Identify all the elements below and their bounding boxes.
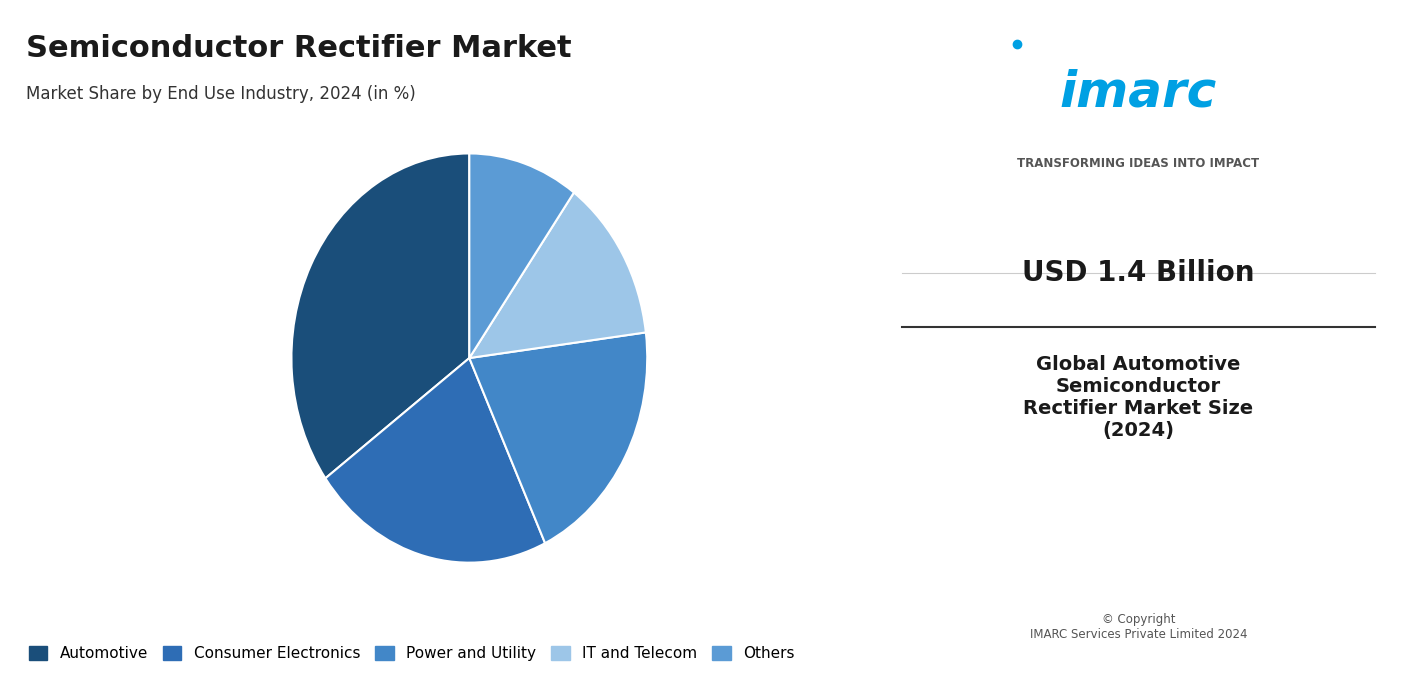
Text: TRANSFORMING IDEAS INTO IMPACT: TRANSFORMING IDEAS INTO IMPACT xyxy=(1017,157,1259,170)
Text: imarc: imarc xyxy=(1059,68,1217,116)
Legend: Automotive, Consumer Electronics, Power and Utility, IT and Telecom, Others: Automotive, Consumer Electronics, Power … xyxy=(22,640,800,668)
Text: Market Share by End Use Industry, 2024 (in %): Market Share by End Use Industry, 2024 (… xyxy=(27,85,416,103)
Wedge shape xyxy=(469,192,646,358)
Text: USD 1.4 Billion: USD 1.4 Billion xyxy=(1023,259,1254,287)
Text: © Copyright
IMARC Services Private Limited 2024: © Copyright IMARC Services Private Limit… xyxy=(1030,613,1247,641)
Wedge shape xyxy=(469,332,647,543)
Text: Global Automotive
Semiconductor
Rectifier Market Size
(2024): Global Automotive Semiconductor Rectifie… xyxy=(1023,355,1254,440)
Wedge shape xyxy=(469,153,574,358)
Wedge shape xyxy=(325,358,545,563)
Text: Semiconductor Rectifier Market: Semiconductor Rectifier Market xyxy=(27,34,572,63)
Wedge shape xyxy=(291,153,469,478)
